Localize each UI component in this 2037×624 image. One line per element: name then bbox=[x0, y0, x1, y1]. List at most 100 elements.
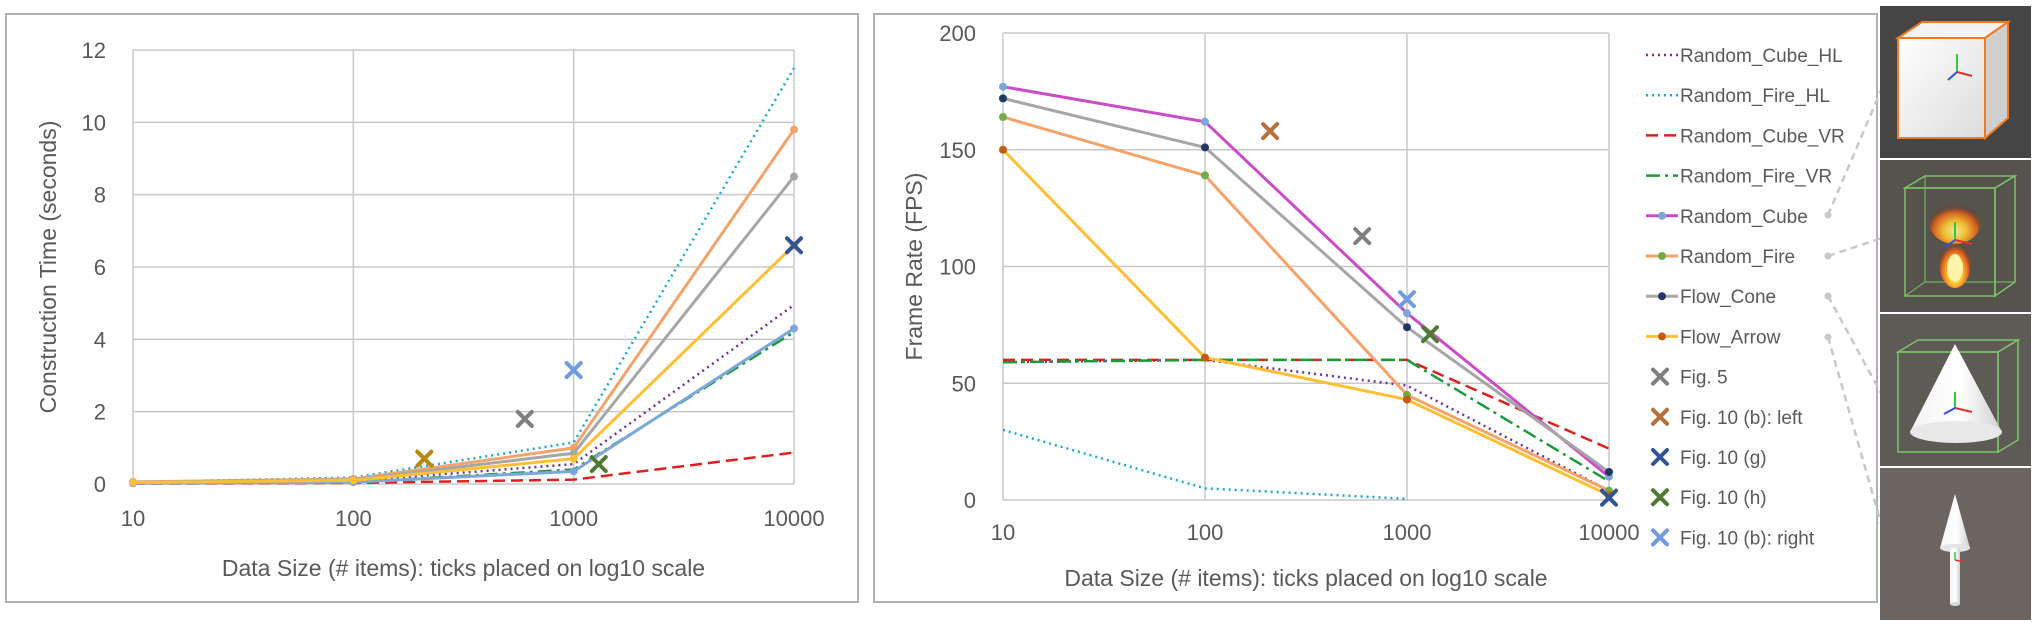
series-line-random-fire-hl bbox=[1002, 428, 1408, 501]
legend-entry-flow-arrow: Flow_Arrow bbox=[1646, 327, 1781, 348]
series-point-random-cube bbox=[999, 82, 1007, 91]
white-cone-icon bbox=[1895, 338, 2021, 454]
construction-time-chart: 0 2 4 6 8 10 12 10 100 1000 10000 Data Size (# item… bbox=[35, 38, 825, 581]
series-point-random-fire bbox=[790, 125, 798, 134]
legend-entry-random-cube-hl: Random_Cube_HL bbox=[1646, 46, 1843, 67]
x-tick-label: 100 bbox=[1187, 520, 1224, 545]
x-tick-label: 10000 bbox=[1578, 520, 1639, 545]
legend-label: Random_Fire bbox=[1680, 247, 1795, 268]
legend-entry-random-cube-vr: Random_Cube_VR bbox=[1646, 126, 1845, 147]
y-tick-label: 10 bbox=[82, 110, 106, 135]
highlight-x-fig-5 bbox=[1353, 227, 1372, 246]
right-chart-frame bbox=[873, 13, 1878, 603]
highlight-x-fig-10-h bbox=[589, 455, 608, 474]
thumbnail-arrow bbox=[1880, 468, 2031, 620]
legend-label: Random_Cube_HL bbox=[1680, 46, 1843, 67]
series-line-random-fire bbox=[132, 128, 796, 484]
series-point-random-cube bbox=[1403, 309, 1411, 318]
series-line-random-cube-hl bbox=[132, 303, 795, 485]
series-point-flow-cone bbox=[999, 94, 1007, 103]
x-axis-label: Data Size (# items): ticks placed on log… bbox=[222, 555, 705, 581]
highlight-x-fig-10-g bbox=[1600, 488, 1618, 507]
y-tick-label: 12 bbox=[82, 38, 106, 63]
legend-entry-fig-10-b-right: Fig. 10 (b): right bbox=[1651, 528, 1815, 549]
y-tick-label: 200 bbox=[939, 21, 976, 46]
series-point-flow-cone bbox=[790, 172, 798, 181]
series-point-flow-arrow bbox=[569, 454, 578, 463]
legend-label: Random_Fire_VR bbox=[1680, 167, 1832, 188]
legend-entry-random-cube: Random_Cube bbox=[1646, 207, 1808, 228]
series-line-random-fire bbox=[1002, 115, 1610, 493]
legend-swatch-x bbox=[1651, 448, 1669, 466]
y-axis-label: Frame Rate (FPS) bbox=[901, 173, 927, 361]
highlight-x-fig-10-b-left bbox=[415, 449, 434, 468]
y-tick-label: 2 bbox=[94, 400, 106, 425]
series-point-random-cube bbox=[1201, 117, 1209, 126]
series-point-flow-cone bbox=[1403, 323, 1411, 332]
y-tick-label: 4 bbox=[94, 327, 106, 352]
series-line-flow-arrow bbox=[1001, 148, 1610, 497]
series-line-random-cube bbox=[1002, 85, 1610, 478]
series-line-random-fire-vr bbox=[1002, 358, 1610, 483]
series-line-flow-cone bbox=[132, 175, 796, 484]
legend-label: Fig. 10 (g) bbox=[1680, 448, 1767, 469]
legend-label: Random_Fire_HL bbox=[1680, 86, 1830, 107]
left-chart-frame bbox=[5, 13, 859, 603]
y-tick-label: 0 bbox=[94, 472, 106, 497]
legend-swatch-x bbox=[1651, 528, 1669, 547]
x-axis-label: Data Size (# items): ticks placed on log… bbox=[1064, 565, 1547, 591]
legend-entry-random-fire-vr: Random_Fire_VR bbox=[1646, 167, 1832, 188]
y-tick-label: 50 bbox=[952, 371, 976, 396]
legend-swatch-marker bbox=[1658, 211, 1666, 220]
y-tick-label: 0 bbox=[964, 488, 976, 513]
series-point-random-fire bbox=[1201, 171, 1209, 180]
series-point-flow-arrow bbox=[129, 478, 137, 487]
series-point-random-cube bbox=[569, 467, 578, 476]
legend-swatch-marker bbox=[1658, 332, 1666, 341]
x-tick-label: 10000 bbox=[763, 506, 824, 531]
highlight-x-fig-10-h bbox=[1421, 325, 1440, 344]
legend-label: Random_Cube bbox=[1680, 207, 1808, 228]
series-point-flow-arrow bbox=[999, 145, 1007, 154]
fire-particles-in-box-icon bbox=[1902, 174, 2018, 298]
series-point-flow-arrow bbox=[1403, 395, 1411, 404]
legend-entry-random-fire-hl: Random_Fire_HL bbox=[1646, 86, 1830, 107]
legend-label: Flow_Arrow bbox=[1680, 327, 1781, 348]
legend: Random_Cube_HL Random_Fire_HL Random_Cube_… bbox=[1646, 46, 1845, 549]
legend-label: Fig. 5 bbox=[1680, 368, 1728, 389]
x-tick-label: 1000 bbox=[549, 506, 598, 531]
series-point-flow-cone bbox=[1605, 467, 1613, 476]
series-line-flow-arrow bbox=[132, 244, 796, 485]
legend-label: Fig. 10 (h) bbox=[1680, 488, 1767, 509]
legend-swatch-x bbox=[1651, 488, 1669, 507]
series-line-flow-cone bbox=[1002, 96, 1610, 474]
highlight-x-fig-5 bbox=[515, 409, 534, 428]
legend-swatch-marker bbox=[1658, 252, 1666, 260]
thumbnail-connectors bbox=[1824, 70, 1892, 552]
series-line-random-fire-hl bbox=[132, 67, 796, 484]
series-point-flow-arrow bbox=[349, 476, 358, 485]
thumbnail-fire bbox=[1880, 160, 2031, 312]
legend-label: Fig. 10 (b): right bbox=[1680, 528, 1815, 549]
highlight-x-fig-10-b-right bbox=[1398, 290, 1416, 309]
x-tick-label: 1000 bbox=[1383, 520, 1432, 545]
frame-rate-chart: 0 50 100 150 200 10 100 1000 10000 Data Size (# i… bbox=[901, 21, 1640, 591]
series-point-random-fire bbox=[999, 113, 1007, 122]
legend-swatch-x bbox=[1651, 407, 1669, 426]
legend-entry-random-fire: Random_Fire bbox=[1646, 247, 1795, 268]
legend-entry-flow-cone: Flow_Cone bbox=[1646, 287, 1776, 308]
legend-swatch-x bbox=[1651, 367, 1669, 386]
white-arrow-icon bbox=[1940, 494, 1970, 606]
series-point-random-cube bbox=[790, 324, 798, 333]
legend-label: Flow_Cone bbox=[1680, 287, 1776, 308]
series-point-flow-arrow bbox=[1201, 353, 1209, 362]
legend-entry-fig-10-h: Fig. 10 (h) bbox=[1651, 488, 1767, 509]
x-tick-label: 10 bbox=[121, 506, 145, 531]
y-tick-label: 150 bbox=[939, 138, 976, 163]
y-tick-label: 8 bbox=[94, 183, 106, 208]
y-tick-label: 6 bbox=[94, 255, 106, 280]
x-tick-label: 100 bbox=[335, 506, 372, 531]
highlight-x-fig-10-b-right bbox=[564, 361, 583, 380]
